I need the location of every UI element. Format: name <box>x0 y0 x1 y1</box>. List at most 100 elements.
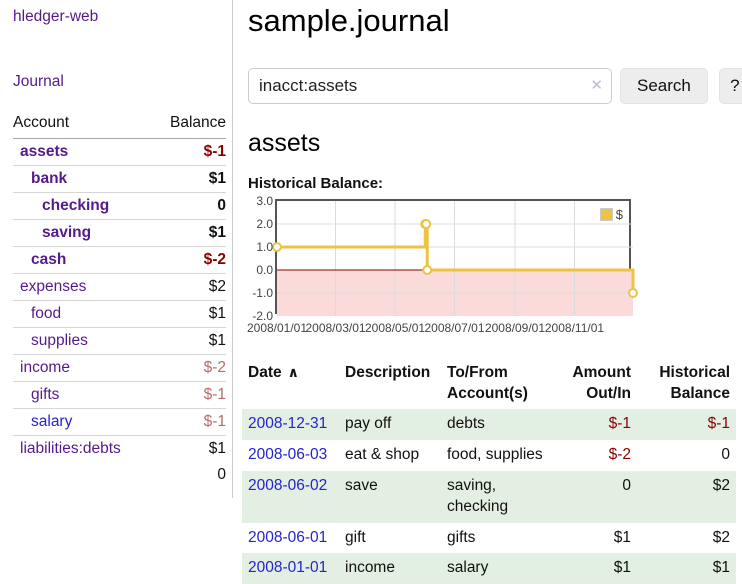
account-link[interactable]: assets <box>20 143 69 160</box>
x-axis-tick-label: 2008/09/01 <box>484 321 545 335</box>
register-date-link[interactable]: 2008-06-03 <box>248 445 328 463</box>
account-link[interactable]: food <box>31 305 62 322</box>
x-axis-tick-label: 2008/05/01 <box>364 321 426 335</box>
account-name-cell: assets <box>13 139 153 166</box>
sidebar-item-journal[interactable]: Journal <box>13 73 64 90</box>
register-description-cell: income <box>345 559 395 577</box>
register-description-cell: eat & shop <box>345 445 420 463</box>
accounts-header-line2: Account(s) <box>447 384 528 402</box>
register-col-date[interactable]: Date ∧ <box>242 359 339 409</box>
register-amount-cell: $-1 <box>608 414 631 432</box>
account-link[interactable]: liabilities:debts <box>20 440 121 457</box>
register-date-cell: 2008-12-31 <box>242 409 339 440</box>
accounts-table: Account Balance assets $-1 bank $1 checking 0… <box>13 110 226 488</box>
account-row: cash $-2 <box>13 246 226 274</box>
account-name-cell: gifts <box>13 381 154 409</box>
search-input-wrap: ✕ <box>248 68 612 104</box>
account-link[interactable]: bank <box>31 170 68 187</box>
register-description-cell: gift <box>345 528 366 546</box>
account-balance: $2 <box>153 273 226 301</box>
register-row: 2008-06-03 eat & shop food, supplies $-2 0 <box>242 440 736 471</box>
register-accounts-cell: salary <box>447 559 489 577</box>
account-row: salary $-1 <box>13 408 226 436</box>
register-date-link[interactable]: 2008-01-01 <box>248 559 328 577</box>
amount-header-line1: Amount <box>572 364 631 381</box>
account-balance: $-1 <box>203 143 226 160</box>
accounts-col-balance: Balance <box>153 110 226 139</box>
account-balance: $-2 <box>153 354 226 382</box>
balance-header-line1: Historical <box>659 364 730 381</box>
register-row: 2008-12-31 pay off debts $-1 $-1 <box>242 408 736 440</box>
x-axis-tick-label: 2008/03/01 <box>305 321 366 335</box>
balance-header-line2: Balance <box>670 384 730 402</box>
account-name-cell: supplies <box>13 327 154 355</box>
x-axis-tick-label: 2008/11/01 <box>544 321 605 335</box>
register-row: 2008-06-01 gift gifts $1 $2 <box>242 523 736 554</box>
account-name-cell: expenses <box>13 273 154 301</box>
account-row: saving $1 <box>13 219 226 247</box>
register-date-cell: 2008-06-01 <box>242 523 339 554</box>
account-link[interactable]: cash <box>31 251 67 268</box>
register-description-cell: pay off <box>345 414 392 432</box>
x-axis-tick-label: 2008/07/01 <box>424 321 485 335</box>
register-row: 2008-06-02 save saving, checking 0 $2 <box>242 470 736 523</box>
date-header-label: Date <box>248 364 282 381</box>
account-row: income $-2 <box>13 354 226 382</box>
register-col-balance: Historical Balance <box>637 359 736 409</box>
chart-title: Historical Balance: <box>248 175 384 192</box>
register-accounts-cell: debts <box>447 414 485 432</box>
chart-legend: $ <box>598 207 624 222</box>
y-axis-tick-label: 0.0 <box>256 263 273 277</box>
search-button[interactable]: Search <box>620 68 708 104</box>
account-name-cell: income <box>13 354 154 382</box>
register-amount-cell: $1 <box>613 559 631 577</box>
help-button[interactable]: ? <box>718 68 742 104</box>
register-accounts-cell: saving, checking <box>447 476 509 515</box>
account-link[interactable]: saving <box>42 224 92 241</box>
account-row: assets $-1 <box>13 139 226 166</box>
account-row: checking 0 <box>13 192 226 220</box>
account-name-cell: saving <box>13 219 154 247</box>
register-col-description: Description <box>345 364 431 381</box>
register-table: Date ∧ Description To/From Account(s) Amo… <box>242 359 736 584</box>
register-accounts-cell: gifts <box>447 528 476 546</box>
register-amount-cell: 0 <box>622 476 631 494</box>
clear-search-icon[interactable]: ✕ <box>590 77 603 95</box>
accounts-header-line1: To/From <box>447 364 508 381</box>
register-date-link[interactable]: 2008-06-02 <box>248 476 328 494</box>
account-balance: $1 <box>153 165 226 193</box>
y-axis-tick-label: -1.0 <box>252 286 273 300</box>
balance-chart: $ 3.0 2.0 1.0 0.0 -1.0 -2.0 2008/01/01 2008/03/… <box>246 195 728 339</box>
account-link[interactable]: gifts <box>31 386 60 403</box>
register-date-cell: 2008-06-03 <box>242 440 339 471</box>
account-heading: assets <box>248 129 321 157</box>
account-link[interactable]: supplies <box>31 332 88 349</box>
account-link[interactable]: income <box>20 359 70 376</box>
y-axis-tick-label: -2.0 <box>252 309 273 323</box>
account-link[interactable]: checking <box>42 197 110 214</box>
register-amount-cell: $1 <box>613 528 631 546</box>
account-link[interactable]: expenses <box>20 278 87 295</box>
data-point <box>272 242 282 252</box>
account-name-cell: liabilities:debts <box>13 435 154 462</box>
search-input[interactable] <box>248 68 612 104</box>
register-accounts-cell: food, supplies <box>447 445 543 463</box>
register-col-amount: Amount Out/In <box>553 359 637 409</box>
register-date-link[interactable]: 2008-06-01 <box>248 528 328 546</box>
main-content: sample.journal ✕ Search ? assets Histori… <box>233 0 742 584</box>
account-balance: $-1 <box>153 381 226 409</box>
account-link[interactable]: salary <box>31 413 73 430</box>
register-date-cell: 2008-01-01 <box>242 553 339 584</box>
brand-link[interactable]: hledger-web <box>13 8 99 25</box>
x-axis-tick-label: 2008/01/01 <box>246 321 308 335</box>
account-balance: $-2 <box>153 246 226 274</box>
accounts-header-row: Account Balance <box>13 110 226 139</box>
register-balance-cell: $-1 <box>707 414 730 432</box>
account-balance: $-1 <box>153 408 226 436</box>
page-title: sample.journal <box>248 3 450 38</box>
y-axis-tick-label: 2.0 <box>256 217 273 231</box>
register-header-row: Date ∧ Description To/From Account(s) Amo… <box>242 359 736 409</box>
legend-label: $ <box>615 207 623 222</box>
register-date-link[interactable]: 2008-12-31 <box>248 414 328 432</box>
